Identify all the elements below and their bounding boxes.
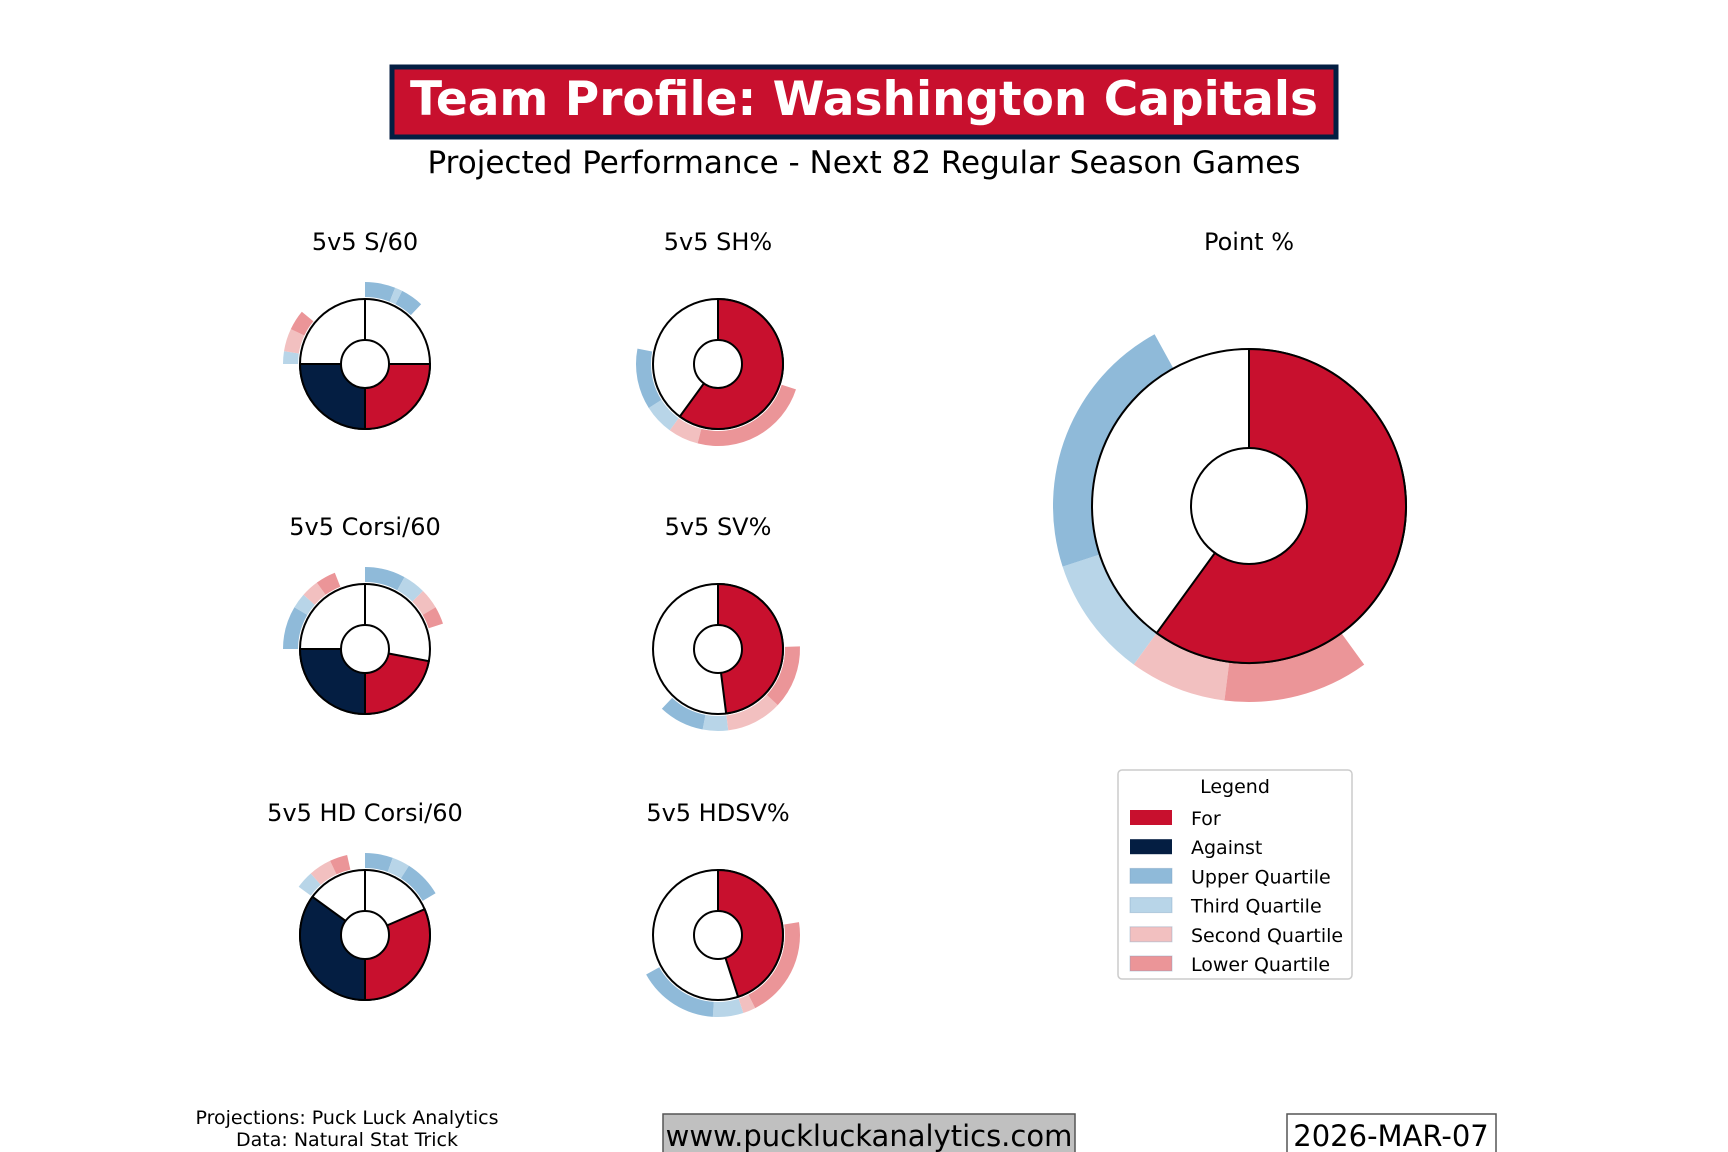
5v5-corsi-60-ring-lower-quartile (316, 572, 341, 595)
5v5-hd-corsi-60-center-hole (340, 910, 390, 960)
legend-label-against: Against (1191, 837, 1262, 859)
website-box (662, 1113, 1076, 1152)
report-date: 2026-MAR-07 (1293, 1119, 1488, 1152)
5v5-corsi-60-ring-third-quartile (397, 577, 423, 602)
5v5-corsi-60-chart: 5v5 Corsi/60 (283, 513, 443, 716)
5v5-sh-center-hole (693, 339, 743, 389)
5v5-corsi-60-ring-upper-quartile (365, 567, 405, 591)
5v5-hd-corsi-60-ring-third-quartile (298, 873, 321, 896)
legend-frame (1117, 769, 1353, 980)
5v5-hdsv-title: 5v5 HDSV% (646, 799, 789, 827)
legend-label-for: For (1191, 808, 1221, 830)
5v5-sv-ring-lower-quartile (766, 646, 800, 706)
5v5-hd-corsi-60-title: 5v5 HD Corsi/60 (267, 799, 463, 827)
5v5-s-60-ring-upper-quartile (395, 290, 422, 316)
footer: Projections: Puck Luck Analytics Data: N… (195, 1107, 1497, 1152)
5v5-hd-corsi-60-ring-lower-quartile (330, 854, 351, 875)
5v5-corsi-60-ring-second-quartile (412, 591, 436, 615)
5v5-sh-ring-third-quartile (648, 399, 679, 431)
title-banner: Team Profile: Washington Capitals (389, 64, 1339, 140)
5v5-s-60-ring-second-quartile (284, 329, 305, 354)
5v5-corsi-60-ring-third-quartile (294, 594, 315, 615)
legend-item-against: Against (1130, 837, 1262, 859)
5v5-hdsv-ring-lower-quartile (748, 922, 800, 1009)
5v5-hdsv-ring-second-quartile (738, 994, 756, 1013)
5v5-s-60-chart: 5v5 S/60 (283, 228, 432, 431)
donut-charts: 5v5 S/60 5v5 SH% 5v5 Corsi/60 5v5 SV% 5v5 HD… (267, 228, 1407, 1017)
5v5-sh-chart: 5v5 SH% (636, 228, 796, 446)
legend: Legend For Against Upper Quartile Third Qua… (1117, 769, 1353, 980)
5v5-hd-corsi-60-ring-third-quartile (387, 857, 409, 879)
legend-item-second-quartile: Second Quartile (1129, 925, 1343, 947)
credits-data: Data: Natural Stat Trick (236, 1129, 458, 1151)
5v5-s-60-title: 5v5 S/60 (312, 228, 418, 256)
5v5-corsi-60-ring-lower-quartile (422, 607, 443, 629)
5v5-hdsv-ring-upper-quartile (646, 967, 714, 1017)
5v5-sv-ring-second-quartile (726, 694, 778, 731)
legend-item-for: For (1130, 808, 1221, 830)
5v5-sh-ring-upper-quartile (636, 348, 662, 408)
point-ring-lower-quartile (1224, 633, 1365, 702)
5v5-s-60-ring-upper-quartile (365, 282, 396, 302)
credits-projections: Projections: Puck Luck Analytics (195, 1107, 498, 1129)
legend-item-lower-quartile: Lower Quartile (1129, 954, 1330, 976)
5v5-sh-ring-lower-quartile (697, 384, 796, 446)
point-ring-third-quartile (1062, 554, 1157, 665)
5v5-sv-ring-upper-quartile (661, 697, 706, 730)
point-ring-upper-quartile (1053, 334, 1174, 567)
legend-swatch-second-quartile (1129, 926, 1173, 943)
5v5-hdsv-ring-third-quartile (712, 998, 744, 1017)
legend-swatch-lower-quartile (1129, 955, 1173, 972)
legend-label-lower-quartile: Lower Quartile (1191, 954, 1330, 976)
5v5-sv-title: 5v5 SV% (665, 513, 772, 541)
point-chart: Point % (1053, 228, 1407, 702)
5v5-s-60-ring-third-quartile (283, 351, 299, 364)
website-link[interactable]: www.puckluckanalytics.com (666, 1119, 1073, 1152)
5v5-hd-corsi-60-ring-upper-quartile (365, 853, 393, 872)
5v5-corsi-60-ring-upper-quartile (283, 607, 308, 649)
5v5-corsi-60-ring-second-quartile (303, 582, 326, 605)
5v5-sh-title: 5v5 SH% (664, 228, 772, 256)
5v5-s-60-ring-third-quartile (389, 287, 403, 305)
5v5-corsi-60-title: 5v5 Corsi/60 (289, 513, 440, 541)
chart-subtitle: Projected Performance - Next 82 Regular … (428, 145, 1301, 181)
5v5-hdsv-center-hole (693, 910, 743, 960)
5v5-corsi-60-center-hole (340, 624, 390, 674)
legend-items: For Against Upper Quartile Third Quartile Se… (1129, 808, 1343, 976)
legend-label-second-quartile: Second Quartile (1191, 925, 1343, 947)
legend-swatch-third-quartile (1129, 897, 1173, 914)
title-background (389, 64, 1339, 140)
5v5-hd-corsi-60-against-slice (299, 895, 366, 1002)
date-box (1286, 1113, 1497, 1152)
legend-swatch-for (1130, 810, 1172, 825)
5v5-s-60-ring-lower-quartile (290, 311, 314, 336)
point-center-hole (1190, 447, 1308, 565)
legend-label-upper-quartile: Upper Quartile (1191, 866, 1331, 888)
legend-item-third-quartile: Third Quartile (1129, 896, 1322, 918)
legend-item-upper-quartile: Upper Quartile (1129, 866, 1331, 888)
5v5-hd-corsi-60-ring-upper-quartile (400, 865, 436, 901)
5v5-sv-center-hole (693, 624, 743, 674)
legend-swatch-upper-quartile (1129, 867, 1173, 884)
5v5-hdsv-chart: 5v5 HDSV% (646, 799, 800, 1017)
5v5-sv-ring-third-quartile (702, 714, 729, 731)
point-ring-second-quartile (1133, 633, 1230, 701)
legend-label-third-quartile: Third Quartile (1190, 896, 1322, 918)
5v5-sh-ring-second-quartile (669, 418, 702, 444)
point-title: Point % (1204, 228, 1294, 256)
5v5-hdsv-for-slice (717, 868, 784, 999)
legend-title: Legend (1200, 776, 1270, 798)
legend-swatch-against (1130, 839, 1172, 855)
5v5-sv-for-slice (717, 582, 784, 715)
5v5-hd-corsi-60-chart: 5v5 HD Corsi/60 (267, 799, 463, 1002)
5v5-s-60-center-hole (340, 339, 390, 389)
5v5-sv-chart: 5v5 SV% (652, 513, 800, 731)
5v5-hd-corsi-60-ring-second-quartile (310, 860, 337, 885)
chart-title: Team Profile: Washington Capitals (410, 72, 1318, 127)
